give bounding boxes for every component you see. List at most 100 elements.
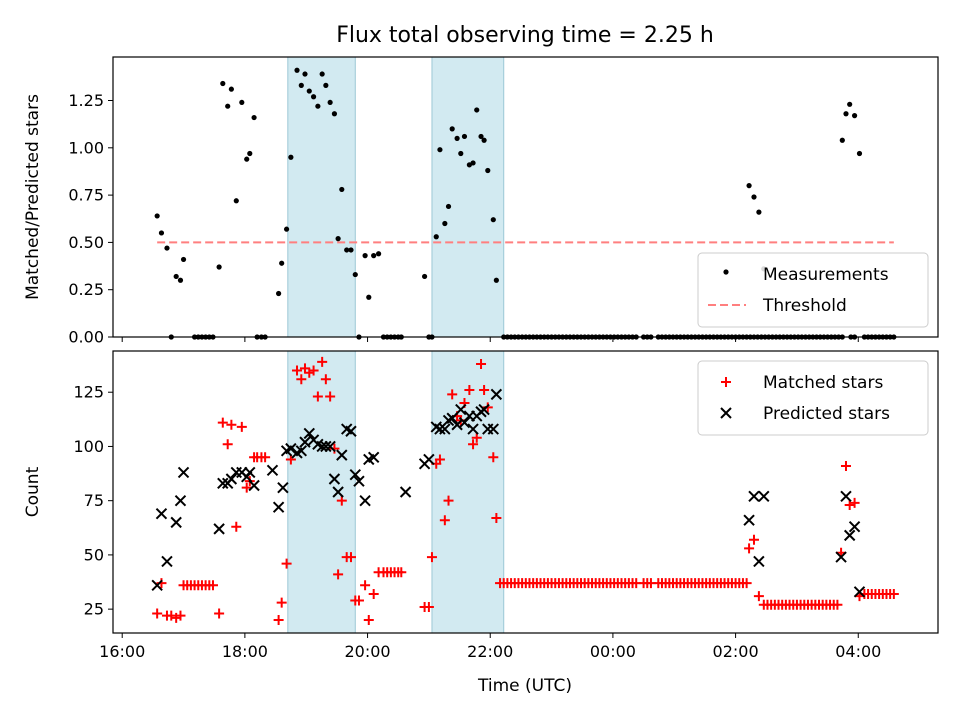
x-tick-label: 22:00 — [467, 642, 513, 661]
data-point — [371, 253, 377, 259]
data-point — [323, 82, 329, 88]
data-point — [315, 103, 321, 109]
data-point — [476, 359, 487, 370]
data-point — [161, 555, 173, 568]
shaded-interval — [431, 350, 505, 634]
data-point — [272, 501, 285, 513]
data-point — [451, 419, 463, 431]
data-point — [276, 597, 287, 608]
panel-1: 0.00 0.25 0.50 0.75 1.00 1.25 Matched/Predicte… — [23, 56, 939, 347]
legend-label: Matched stars — [763, 373, 883, 393]
data-point — [317, 356, 328, 367]
data-point — [434, 423, 446, 435]
data-point — [225, 103, 231, 109]
data-point — [251, 114, 257, 121]
data-point — [449, 126, 455, 132]
data-point — [279, 260, 285, 266]
shaded-interval — [287, 350, 356, 634]
data-point — [844, 500, 855, 511]
data-point — [458, 150, 464, 157]
x-tick-label: 20:00 — [344, 642, 390, 661]
data-point — [276, 290, 282, 297]
data-point — [247, 150, 253, 157]
data-point — [216, 264, 222, 270]
data-point — [835, 551, 847, 563]
data-point — [170, 516, 182, 529]
data-point — [426, 552, 437, 563]
y-tick-label: 0.25 — [68, 280, 104, 299]
data-point — [423, 601, 434, 612]
data-point — [349, 468, 361, 481]
data-point — [352, 271, 358, 278]
data-point — [260, 452, 271, 463]
data-point — [177, 277, 184, 283]
data-point — [851, 113, 858, 119]
data-point — [266, 464, 279, 477]
data-point — [493, 277, 499, 283]
y-tick-label: 0.00 — [68, 328, 104, 347]
data-point — [359, 494, 371, 507]
data-point — [753, 591, 764, 602]
data-point — [445, 203, 452, 210]
shaded-interval — [287, 56, 356, 338]
data-point — [751, 194, 757, 200]
y-tick-label: 25 — [84, 600, 104, 619]
y-axis-label: Count — [23, 466, 43, 517]
data-point — [310, 94, 317, 100]
data-point — [303, 427, 315, 440]
data-point — [312, 391, 323, 402]
data-point — [491, 513, 502, 524]
data-point — [843, 111, 849, 117]
data-point — [299, 436, 311, 448]
data-point — [308, 365, 319, 376]
y-tick-label: 1.00 — [68, 138, 104, 157]
data-point — [339, 186, 345, 193]
data-point — [228, 86, 234, 92]
data-point — [296, 374, 307, 385]
legend: Measurements Threshold — [697, 252, 929, 328]
data-point — [277, 481, 289, 494]
data-point — [294, 67, 300, 73]
data-point — [375, 251, 382, 257]
data-point — [423, 453, 435, 466]
data-point — [152, 608, 163, 619]
data-point — [244, 466, 256, 479]
legend-box — [697, 252, 929, 328]
data-point — [336, 449, 348, 461]
legend-label: Predicted stars — [763, 404, 890, 424]
y-tick-label: 125 — [73, 383, 104, 402]
panel-2: 25 50 75 100 125 16:00 18:00 20:00 22:00 00:00 02:… — [23, 350, 939, 661]
data-point — [470, 160, 476, 166]
data-point — [226, 419, 237, 430]
data-point — [485, 167, 491, 174]
data-point — [366, 294, 372, 300]
data-point — [154, 213, 160, 219]
data-point — [446, 412, 458, 424]
data-point — [464, 385, 475, 396]
data-point — [434, 454, 445, 465]
legend-marker — [720, 407, 732, 419]
data-point — [353, 595, 364, 606]
data-point — [335, 236, 341, 242]
x-tick-label: 00:00 — [590, 642, 636, 661]
data-point — [302, 71, 308, 77]
data-point — [849, 497, 860, 508]
data-point — [467, 423, 479, 435]
data-point — [439, 515, 450, 526]
data-point — [487, 423, 500, 435]
data-point — [319, 71, 325, 77]
data-point — [455, 403, 467, 416]
data-point — [888, 588, 899, 599]
data-point — [327, 99, 333, 106]
data-point — [490, 217, 496, 223]
data-point — [839, 137, 845, 143]
legend-label: Threshold — [762, 296, 847, 316]
legend: Matched stars Predicted stars — [697, 360, 929, 436]
data-point — [320, 440, 332, 453]
data-point — [320, 374, 331, 385]
data-point — [458, 416, 471, 429]
data-point — [214, 608, 225, 619]
data-point — [236, 421, 247, 432]
data-point — [488, 452, 499, 463]
